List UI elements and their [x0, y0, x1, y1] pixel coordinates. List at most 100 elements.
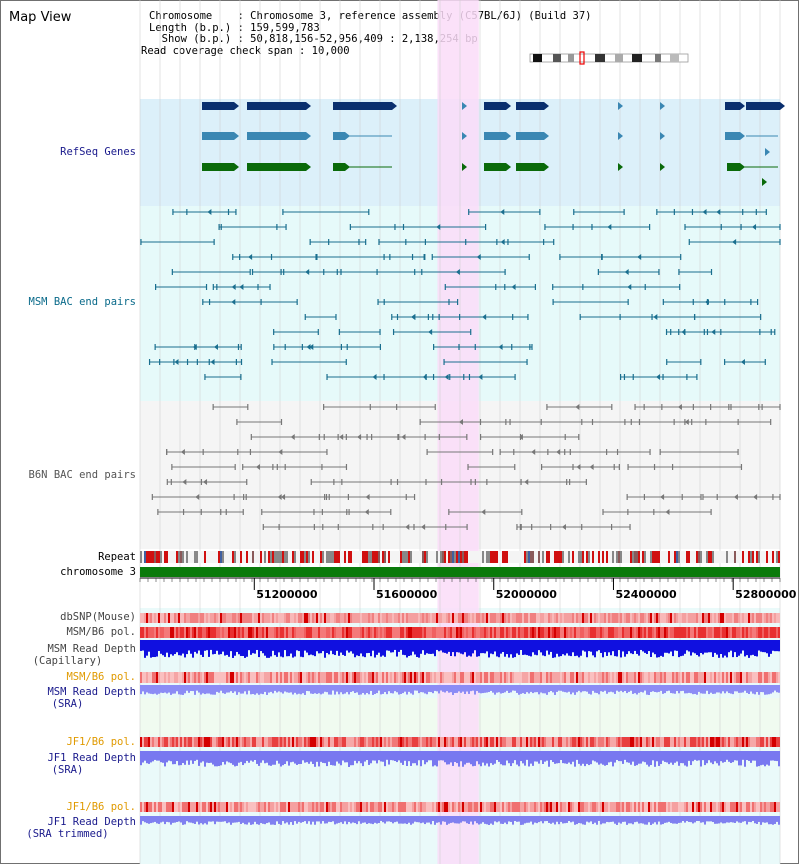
polymorphism-cell — [436, 627, 438, 638]
repeat-block — [608, 551, 610, 563]
repeat-block — [344, 551, 346, 563]
snp-density-cell — [662, 613, 664, 623]
polymorphism-cell — [192, 672, 194, 683]
polymorphism-cell — [308, 627, 310, 638]
polymorphism-cell — [540, 672, 542, 683]
read-depth-bar — [660, 685, 662, 691]
polymorphism-cell — [350, 737, 352, 747]
polymorphism-cell — [342, 737, 344, 747]
b6n-bac-label[interactable]: B6N BAC end pairs — [28, 469, 136, 481]
snp-density-cell — [430, 613, 432, 623]
polymorphism-cell — [332, 802, 334, 812]
polymorphism-cell — [466, 802, 468, 812]
polymorphism-cell — [704, 802, 706, 812]
polymorphism-cell — [510, 802, 512, 812]
repeat-block — [424, 551, 426, 563]
read-depth-bar — [744, 640, 746, 657]
polymorphism-cell — [614, 737, 616, 747]
snp-density-cell — [526, 613, 528, 623]
snp-density-cell — [392, 613, 394, 623]
read-depth-bar — [612, 751, 614, 767]
msm-pol-label: MSM/B6 pol. — [66, 626, 136, 638]
polymorphism-cell — [600, 737, 602, 747]
snp-density-cell — [344, 613, 346, 623]
polymorphism-cell — [230, 672, 232, 683]
polymorphism-cell — [334, 672, 336, 683]
repeat-block — [352, 551, 354, 563]
polymorphism-cell — [326, 802, 328, 812]
read-depth-bar — [408, 751, 410, 762]
polymorphism-cell — [206, 627, 208, 638]
repeat-block — [720, 551, 722, 563]
polymorphism-cell — [288, 802, 290, 812]
snp-density-cell — [514, 613, 516, 623]
polymorphism-cell — [172, 737, 174, 747]
read-depth-bar — [512, 640, 514, 658]
read-depth-bar — [240, 685, 242, 694]
polymorphism-cell — [626, 737, 628, 747]
read-depth-bar — [672, 816, 674, 824]
read-depth-bar — [490, 685, 492, 691]
snp-density-cell — [672, 613, 674, 623]
polymorphism-cell — [596, 737, 598, 747]
repeat-block — [566, 551, 568, 563]
snp-density-cell — [506, 613, 508, 623]
polymorphism-cell — [150, 672, 152, 683]
read-depth-bar — [412, 640, 414, 652]
repeat-block — [336, 551, 338, 563]
polymorphism-cell — [612, 802, 614, 812]
snp-density-cell — [278, 613, 280, 623]
msm-bac-label[interactable]: MSM BAC end pairs — [28, 296, 136, 308]
read-depth-bar — [156, 640, 158, 657]
polymorphism-cell — [624, 627, 626, 638]
repeat-block — [630, 551, 632, 563]
polymorphism-cell — [678, 627, 680, 638]
repeat-block — [312, 551, 314, 563]
polymorphism-cell — [326, 672, 328, 683]
read-depth-bar — [190, 685, 192, 692]
read-depth-bar — [484, 685, 486, 693]
snp-density-cell — [164, 613, 166, 623]
read-depth-bar — [712, 685, 714, 694]
polymorphism-cell — [318, 737, 320, 747]
polymorphism-cell — [680, 627, 682, 638]
polymorphism-cell — [764, 672, 766, 683]
read-depth-bar — [416, 816, 418, 823]
read-depth-bar — [732, 685, 734, 695]
read-depth-bar — [522, 816, 524, 825]
read-depth-bar — [698, 685, 700, 692]
read-depth-bar — [482, 751, 484, 763]
polymorphism-cell — [524, 627, 526, 638]
polymorphism-cell — [722, 737, 724, 747]
repeat-block — [478, 551, 480, 563]
read-depth-bar — [144, 685, 146, 695]
polymorphism-cell — [172, 627, 174, 638]
polymorphism-cell — [204, 627, 206, 638]
read-depth-bar — [486, 816, 488, 825]
refseq-genes-label[interactable]: RefSeq Genes — [60, 146, 136, 158]
polymorphism-cell — [708, 672, 710, 683]
read-depth-bar — [186, 751, 188, 761]
read-depth-bar — [326, 685, 328, 693]
read-depth-bar — [380, 751, 382, 762]
polymorphism-cell — [496, 737, 498, 747]
read-depth-bar — [242, 685, 244, 694]
polymorphism-cell — [610, 672, 612, 683]
polymorphism-cell — [300, 627, 302, 638]
snp-density-cell — [410, 613, 412, 623]
read-depth-bar — [670, 751, 672, 763]
polymorphism-cell — [706, 802, 708, 812]
read-depth-bar — [430, 751, 432, 761]
read-depth-bar — [454, 751, 456, 762]
polymorphism-cell — [332, 737, 334, 747]
repeat-block — [656, 551, 658, 563]
read-depth-bar — [264, 640, 266, 656]
polymorphism-cell — [498, 672, 500, 683]
read-depth-bar — [740, 751, 742, 766]
read-depth-bar — [196, 685, 198, 691]
read-depth-bar — [526, 816, 528, 823]
read-depth-bar — [474, 640, 476, 651]
read-depth-bar — [366, 685, 368, 694]
snp-density-cell — [404, 613, 406, 623]
